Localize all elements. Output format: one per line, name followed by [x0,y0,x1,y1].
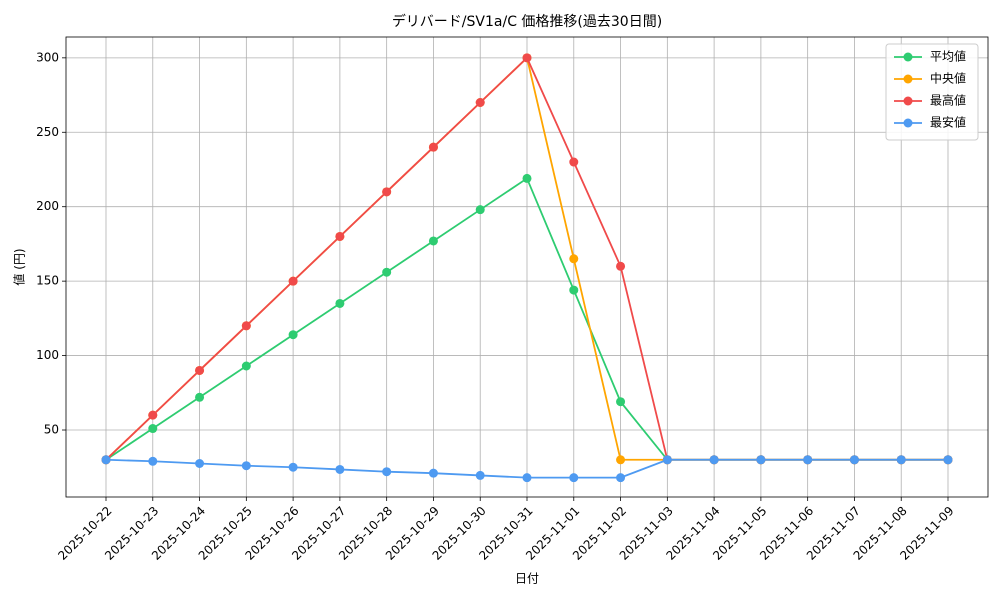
point [288,330,298,340]
point [382,467,392,477]
point [428,236,438,246]
point [382,187,392,197]
point [195,365,205,375]
point [241,321,251,331]
point [569,473,579,483]
point [616,473,626,483]
legend-marker [903,96,913,106]
point [195,459,205,469]
point [475,98,485,108]
chart-title: デリバード/SV1a/C 価格推移(過去30日間) [392,13,662,30]
point [616,397,626,407]
point [195,392,205,402]
x-axis-label: 日付 [515,572,539,586]
point [148,456,158,466]
legend-marker [903,52,913,62]
point [335,231,345,241]
y-tick-label: 50 [44,423,59,437]
legend-label: 中央値 [930,71,966,86]
point [569,285,579,295]
point [288,462,298,472]
y-tick-label: 300 [36,50,59,64]
legend-label: 最安値 [930,115,966,130]
point [288,276,298,286]
point [896,455,906,465]
plot-frame [65,36,989,498]
legend-marker [903,118,913,128]
point [241,461,251,471]
point [616,455,626,465]
legend-box [885,43,979,141]
point [709,455,719,465]
point [148,410,158,420]
point [428,142,438,152]
legend-label: 平均値 [930,49,966,64]
y-axis-label: 値 (円) [12,248,27,285]
legend-marker [903,74,913,84]
y-tick-label: 250 [36,125,59,139]
point [522,173,532,183]
point [522,53,532,63]
point [101,455,111,465]
y-tick-label: 100 [36,348,59,362]
point [148,424,158,434]
point [335,298,345,308]
point [335,464,345,474]
point [803,455,813,465]
point [756,455,766,465]
point [475,470,485,480]
point [662,455,672,465]
point [943,455,953,465]
point [241,361,251,371]
point [569,254,579,264]
legend-label: 最高値 [930,93,966,108]
point [522,473,532,483]
point [382,267,392,277]
point [849,455,859,465]
point [569,157,579,167]
point [428,468,438,478]
point [475,205,485,215]
y-tick-label: 200 [36,199,59,213]
point [616,261,626,271]
y-tick-label: 150 [36,274,59,288]
